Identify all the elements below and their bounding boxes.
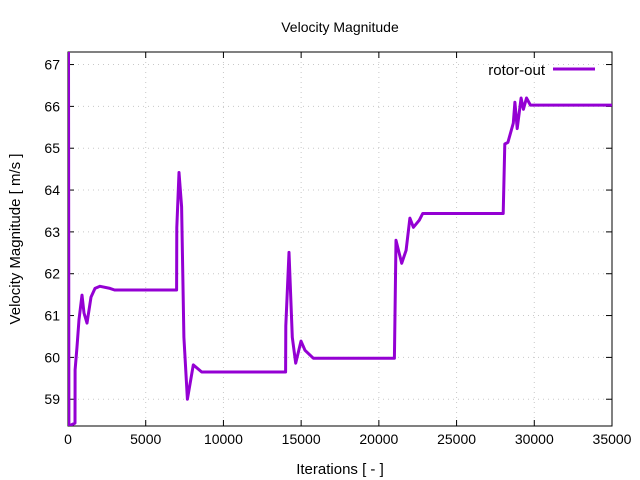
grid: [68, 52, 612, 426]
y-tick-label: 66: [44, 98, 60, 114]
x-tick-label: 30000: [515, 431, 554, 447]
x-tick-label: 35000: [593, 431, 632, 447]
x-tick-label: 15000: [282, 431, 321, 447]
axis-ticks: 0 5000 10000 15000 20000 25000 30000 35000 59 60 6…: [44, 52, 632, 447]
y-tick-label: 59: [44, 391, 60, 407]
x-tick-label: 10000: [204, 431, 243, 447]
y-tick-label: 63: [44, 224, 60, 240]
x-tick-label: 25000: [437, 431, 476, 447]
series-layer: [68, 52, 612, 426]
series-line-rotor-out: [68, 52, 612, 426]
legend-label: rotor-out: [488, 62, 546, 79]
y-tick-label: 62: [44, 266, 60, 282]
plot-frame: [67, 51, 613, 427]
y-tick-label: 65: [44, 140, 60, 156]
x-tick-label: 20000: [359, 431, 398, 447]
x-axis-label: Iterations [ - ]: [296, 461, 384, 478]
y-tick-label: 61: [44, 308, 60, 324]
chart-title: Velocity Magnitude: [281, 19, 399, 35]
legend: rotor-out: [488, 62, 595, 79]
x-tick-label: 5000: [130, 431, 161, 447]
y-tick-label: 64: [44, 182, 60, 198]
y-tick-label: 67: [44, 57, 60, 73]
x-tick-label: 0: [64, 431, 72, 447]
y-axis-label: Velocity Magnitude [ m/s ]: [7, 154, 24, 325]
y-tick-label: 60: [44, 349, 60, 365]
